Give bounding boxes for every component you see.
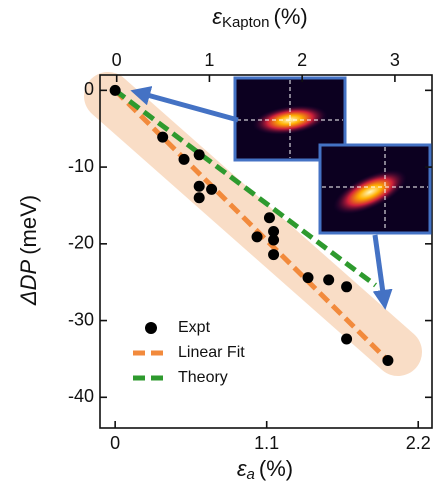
y-tick-label: -30 [68, 309, 94, 329]
x2-axis-label: εKapton(%) [212, 4, 307, 31]
data-point [323, 274, 334, 285]
x2-tick-label: 2 [297, 50, 307, 70]
x-label-symbol: ε [237, 456, 247, 481]
y-tick-label: 0 [84, 79, 94, 99]
data-point [179, 154, 190, 165]
x-label-unit: (%) [259, 456, 293, 481]
y-tick-label: -40 [68, 386, 94, 406]
chart: εa(%) εKapton(%) ΔDP(meV) ExptLinear Fit… [0, 0, 438, 494]
x-axis-label: εa(%) [237, 456, 293, 483]
data-point [264, 212, 275, 223]
x2-label-sub: Kapton [222, 14, 270, 31]
x-tick-label: 1.1 [254, 433, 279, 453]
arrow [375, 235, 384, 300]
x2-tick-label: 0 [112, 50, 122, 70]
data-point [157, 132, 168, 143]
data-point [268, 249, 279, 260]
y-axis-label: ΔDP (meV) [16, 195, 41, 306]
y-label-unit: (meV) [16, 195, 41, 255]
legend-label: Theory [178, 369, 228, 386]
x-label-sub: a [247, 466, 255, 483]
x2-tick-label: 1 [204, 50, 214, 70]
data-point [194, 192, 205, 203]
data-point [341, 333, 352, 344]
x2-label-symbol: ε [212, 4, 222, 29]
data-point [382, 355, 393, 366]
data-point [268, 234, 279, 245]
y-label-symbol: ΔDP [16, 259, 41, 306]
x2-tick-label: 3 [390, 50, 400, 70]
data-point [206, 184, 217, 195]
y-tick-label: -10 [68, 156, 94, 176]
data-point [303, 272, 314, 283]
legend-label: Linear Fit [178, 344, 245, 361]
inset-2 [320, 145, 430, 233]
data-point [194, 149, 205, 160]
data-point [110, 85, 121, 96]
data-point [252, 231, 263, 242]
legend-label: Expt [178, 319, 211, 336]
x-tick-label: 0 [110, 433, 120, 453]
legend-marker [145, 322, 157, 334]
data-point [194, 181, 205, 192]
data-point [341, 281, 352, 292]
page: {"chart_data": {"type": "scatter", "x_la… [0, 0, 438, 499]
x2-label-unit: (%) [274, 4, 308, 29]
x-tick-label: 2.2 [406, 433, 431, 453]
y-tick-label: -20 [68, 233, 94, 253]
